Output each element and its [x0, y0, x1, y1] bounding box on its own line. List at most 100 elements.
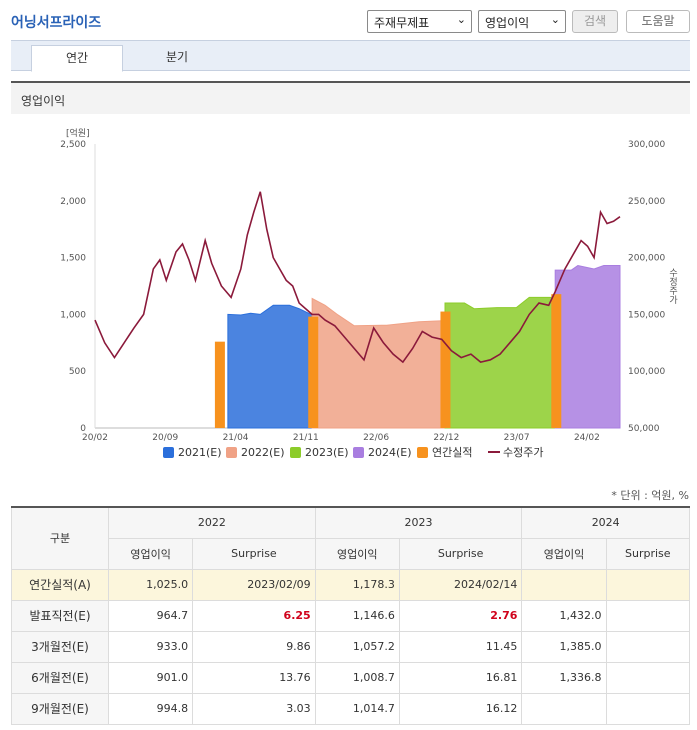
actual-bar — [551, 294, 562, 428]
table-cell: 1,146.6 — [314, 599, 400, 632]
table-cell: 964.7 — [107, 599, 194, 632]
row-label: 연간실적(A) — [11, 568, 109, 601]
sub-header: 영업이익 — [107, 537, 194, 570]
table-cell — [521, 568, 607, 601]
table-row: 3개월전(E) 933.0 9.86 1,057.2 11.45 1,385.0 — [11, 630, 691, 663]
table-cell — [605, 661, 691, 694]
y-right-tick-label: 150,000 — [628, 310, 665, 320]
actual-bar — [214, 341, 225, 428]
legend-swatch — [226, 447, 237, 458]
estimate-area-2024 — [554, 265, 621, 429]
metric-value: 영업이익 — [485, 16, 530, 30]
table-cell: 1,432.0 — [521, 599, 607, 632]
statement-type-value: 주재무제표 — [374, 16, 430, 30]
sub-header: Surprise — [605, 537, 691, 570]
page-title: 어닝서프라이즈 — [11, 15, 102, 31]
y-left-axis-label: [억원] — [66, 127, 90, 139]
sub-header: 영업이익 — [521, 537, 607, 570]
metric-select[interactable]: 영업이익 ⌄ — [478, 10, 566, 33]
y-left-tick-label: 1,500 — [60, 254, 86, 264]
row-label: 발표직전(E) — [11, 599, 109, 632]
table-cell: 3.03 — [192, 692, 316, 725]
x-tick-label: 20/02 — [82, 433, 108, 443]
row-label: 3개월전(E) — [11, 630, 109, 663]
x-tick-label: 21/04 — [223, 433, 249, 443]
sub-header: 영업이익 — [314, 537, 400, 570]
period-tabs: 연간 분기 — [11, 40, 690, 72]
table-cell — [605, 630, 691, 663]
table-cell: 1,014.7 — [314, 692, 400, 725]
row-label: 9개월전(E) — [11, 692, 109, 725]
legend-label: 2022(E) — [241, 446, 285, 459]
x-tick-label: 20/09 — [152, 433, 178, 443]
x-tick-label: 21/11 — [293, 433, 319, 443]
price-line — [94, 191, 621, 364]
y-left-tick-label: 2,500 — [60, 140, 86, 150]
surprise-table: 구분 2022 2023 2024 영업이익 Surprise 영업이익 Surpri… — [11, 506, 691, 725]
table-cell: 16.12 — [398, 692, 523, 725]
corner-header: 구분 — [11, 506, 109, 570]
search-button[interactable]: 검색 — [572, 10, 618, 33]
legend-label: 2024(E) — [368, 446, 412, 459]
chevron-down-icon: ⌄ — [456, 13, 466, 26]
earnings-chart: 2,500 2,000 1,500 1,000 500 0 300,000 250,000 20… — [60, 127, 678, 459]
sub-header: Surprise — [192, 537, 316, 570]
legend-label: 수정주가 — [503, 446, 543, 459]
estimate-area-2023 — [444, 296, 556, 429]
x-tick-label: 23/07 — [504, 433, 530, 443]
table-cell: 16.81 — [398, 661, 523, 694]
sub-header: Surprise — [398, 537, 523, 570]
year-header: 2022 — [108, 506, 316, 539]
table-cell: 994.8 — [107, 692, 194, 725]
legend-label: 2021(E) — [178, 446, 222, 459]
table-cell: 1,008.7 — [314, 661, 400, 694]
table-cell: 933.0 — [107, 630, 194, 663]
help-button[interactable]: 도움말 — [626, 10, 690, 33]
table-row: 9개월전(E) 994.8 3.03 1,014.7 16.12 — [11, 692, 691, 725]
table-cell — [605, 568, 691, 601]
y-left-tick-label: 2,000 — [60, 197, 86, 207]
x-tick-label: 22/12 — [433, 433, 459, 443]
legend-swatch — [417, 447, 428, 458]
chart-panel-title: 영업이익 — [11, 81, 690, 114]
y-right-tick-label: 100,000 — [628, 367, 665, 377]
table-cell: 6.25 — [192, 599, 316, 632]
y-left-tick-label: 0 — [80, 424, 86, 434]
y-right-tick-label: 50,000 — [628, 424, 660, 434]
legend-label: 2023(E) — [305, 446, 349, 459]
table-cell: 9.86 — [192, 630, 316, 663]
table-cell: 2.76 — [398, 599, 523, 632]
unit-note: * 단위 : 억원, % — [611, 489, 689, 502]
row-label: 6개월전(E) — [11, 661, 109, 694]
actual-bar — [308, 316, 319, 428]
tab-annual[interactable]: 연간 — [31, 45, 123, 72]
year-header: 2024 — [521, 506, 690, 539]
table-cell: 1,385.0 — [521, 630, 607, 663]
table-cell: 1,178.3 — [314, 568, 400, 601]
table-row: 발표직전(E) 964.7 6.25 1,146.6 2.76 1,432.0 — [11, 599, 691, 632]
actual-bar — [440, 311, 451, 428]
legend-swatch — [353, 447, 364, 458]
table-row: 6개월전(E) 901.0 13.76 1,008.7 16.81 1,336.8 — [11, 661, 691, 694]
legend-swatch — [290, 447, 301, 458]
table-cell: 1,336.8 — [521, 661, 607, 694]
y-right-tick-label: 200,000 — [628, 254, 665, 264]
y-right-tick-label: 250,000 — [628, 197, 665, 207]
tab-quarterly[interactable]: 분기 — [165, 50, 189, 64]
table-row: 연간실적(A) 1,025.0 2023/02/09 1,178.3 2024/02/1… — [11, 568, 691, 601]
chevron-down-icon: ⌄ — [550, 13, 560, 26]
table-cell — [605, 599, 691, 632]
y-right-axis-label: 수정주가 — [667, 268, 677, 305]
table-cell: 1,057.2 — [314, 630, 400, 663]
year-header: 2023 — [314, 506, 523, 539]
legend-swatch — [163, 447, 174, 458]
table-cell: 11.45 — [398, 630, 523, 663]
statement-type-select[interactable]: 주재무제표 ⌄ — [367, 10, 472, 33]
table-cell — [521, 692, 607, 725]
table-cell: 1,025.0 — [107, 568, 194, 601]
x-tick-label: 24/02 — [574, 433, 600, 443]
y-right-tick-label: 300,000 — [628, 140, 665, 150]
y-left-tick-label: 500 — [69, 367, 86, 377]
legend-label: 연간실적 — [432, 446, 472, 459]
table-cell: 2024/02/14 — [398, 568, 523, 601]
